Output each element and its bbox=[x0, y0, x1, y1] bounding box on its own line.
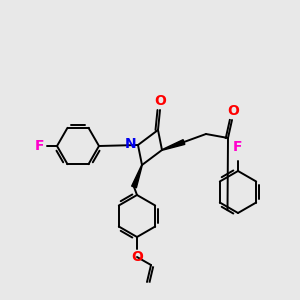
Text: O: O bbox=[131, 250, 143, 264]
Text: O: O bbox=[227, 104, 239, 118]
Text: O: O bbox=[154, 94, 166, 108]
Polygon shape bbox=[132, 165, 142, 188]
Text: F: F bbox=[233, 140, 243, 154]
Text: F: F bbox=[35, 139, 45, 153]
Polygon shape bbox=[162, 140, 185, 150]
Text: N: N bbox=[125, 137, 137, 151]
